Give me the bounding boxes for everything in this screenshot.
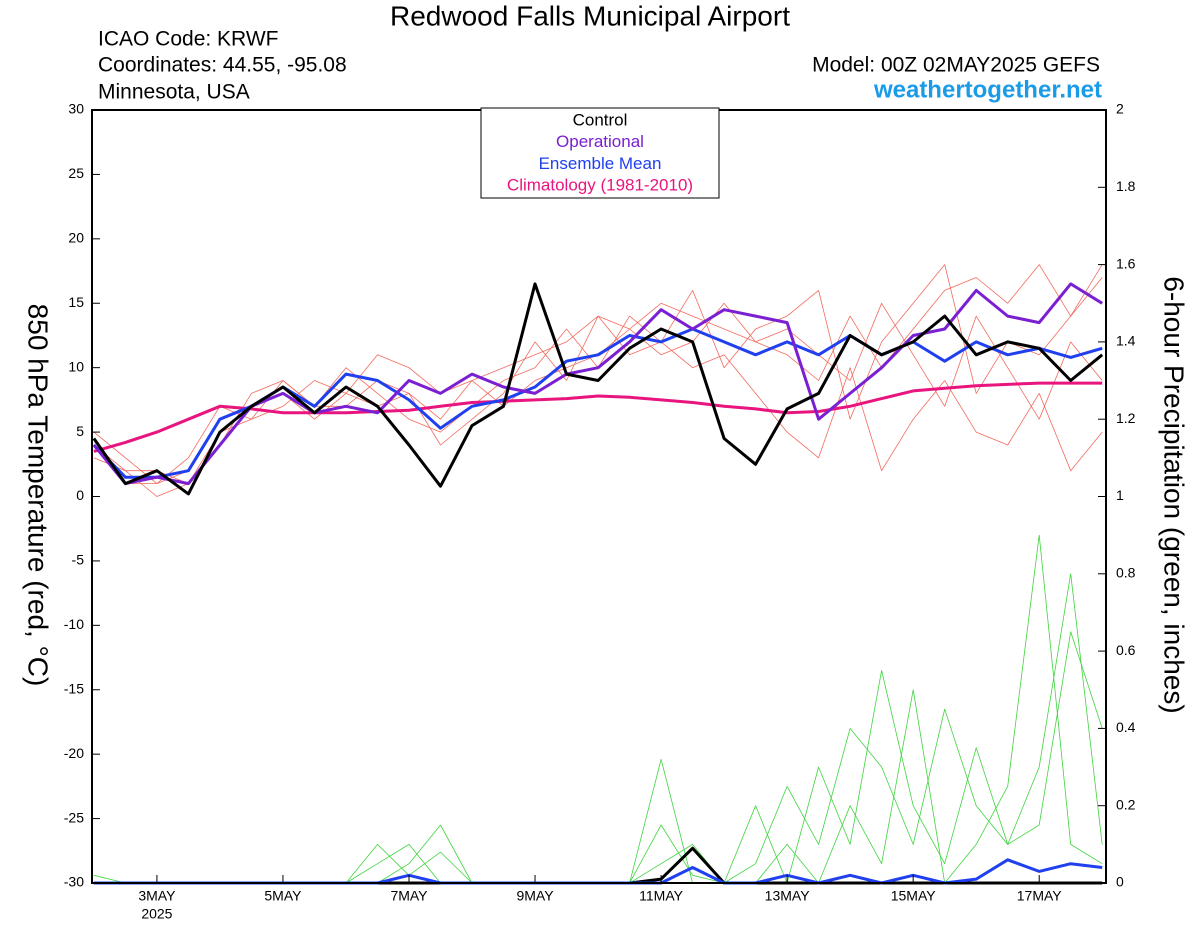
y2-tick-label: 1 — [1116, 487, 1124, 503]
temperature-member-line — [93, 264, 1103, 484]
y2-tick-label: 1.8 — [1116, 178, 1136, 194]
y-tick-label: -10 — [64, 616, 84, 632]
x-tick-label: 5MAY — [264, 888, 302, 904]
y2-tick-label: 1.6 — [1116, 255, 1136, 271]
y-tick-label: 0 — [76, 487, 84, 503]
y-tick-label: 25 — [68, 165, 84, 181]
precip-member-line — [93, 573, 1103, 884]
info-text: Minnesota, USA — [98, 81, 250, 104]
y-tick-label: -20 — [64, 745, 84, 761]
info-text: Coordinates: 44.55, -95.08 — [98, 54, 347, 77]
chart-title: Redwood Falls Municipal Airport — [390, 0, 790, 31]
x-tick-label: 15MAY — [891, 888, 937, 904]
precip-line — [93, 858, 1103, 885]
y2-tick-label: 0.6 — [1116, 642, 1136, 658]
precip-line — [93, 846, 1103, 885]
legend-entry: Ensemble Mean — [539, 154, 662, 173]
temperature-line — [92, 282, 1104, 496]
y2-tick-label: 0.2 — [1116, 796, 1136, 812]
y2-tick-label: 0.8 — [1116, 565, 1136, 581]
x-sublabel: 2025 — [141, 906, 172, 922]
y-tick-label: 10 — [68, 358, 84, 374]
y-tick-label: -15 — [64, 680, 84, 696]
x-tick-label: 17MAY — [1017, 888, 1063, 904]
legend-entry: Climatology (1981-2010) — [507, 176, 693, 195]
legend: Control Operational Ensemble Mean Climatolo… — [507, 110, 693, 194]
temperature-member-line — [93, 315, 1103, 484]
y-tick-label: 5 — [76, 423, 84, 439]
temperature-line — [92, 282, 1103, 486]
plot-area — [92, 264, 1104, 885]
y2-tick-label: 1.2 — [1116, 410, 1136, 426]
temperature-line — [93, 381, 1103, 453]
x-tick-label: 3MAY — [138, 888, 176, 904]
model-text: Model: 00Z 02MAY2025 GEFS — [812, 54, 1100, 77]
y-tick-label: 20 — [68, 230, 84, 246]
precip-member-line — [93, 631, 1103, 884]
y-tick-label: -30 — [64, 874, 84, 890]
legend-box — [480, 107, 720, 199]
precip-member-line — [93, 534, 1103, 884]
y-tick-label: -5 — [72, 552, 85, 568]
legend-entry: Control — [573, 110, 628, 129]
x-tick-label: 9MAY — [516, 888, 554, 904]
x-tick-label: 11MAY — [639, 888, 683, 904]
plot-frame — [91, 109, 1107, 884]
y2-tick-label: 0.4 — [1116, 719, 1136, 735]
y-tick-label: 15 — [68, 294, 84, 310]
y-tick-label: 30 — [68, 101, 84, 117]
y2-tick-label: 1.4 — [1116, 333, 1136, 349]
y2-tick-label: 2 — [1116, 101, 1124, 117]
site-text: weathertogether.net — [873, 76, 1102, 103]
y-tick-label: -25 — [64, 809, 84, 825]
info-text: ICAO Code: KRWF — [98, 28, 279, 51]
y2-axis-label: 6-hour Precipitation (green, inches) — [1159, 276, 1190, 713]
x-tick-label: 13MAY — [765, 888, 811, 904]
temperature-member-line — [93, 302, 1103, 484]
x-tick-label: 7MAY — [390, 888, 428, 904]
legend-entry: Operational — [556, 132, 644, 151]
y2-tick-label: 0 — [1116, 874, 1124, 890]
y-axis-label: 850 hPa Temperature (red, °C) — [23, 304, 54, 687]
